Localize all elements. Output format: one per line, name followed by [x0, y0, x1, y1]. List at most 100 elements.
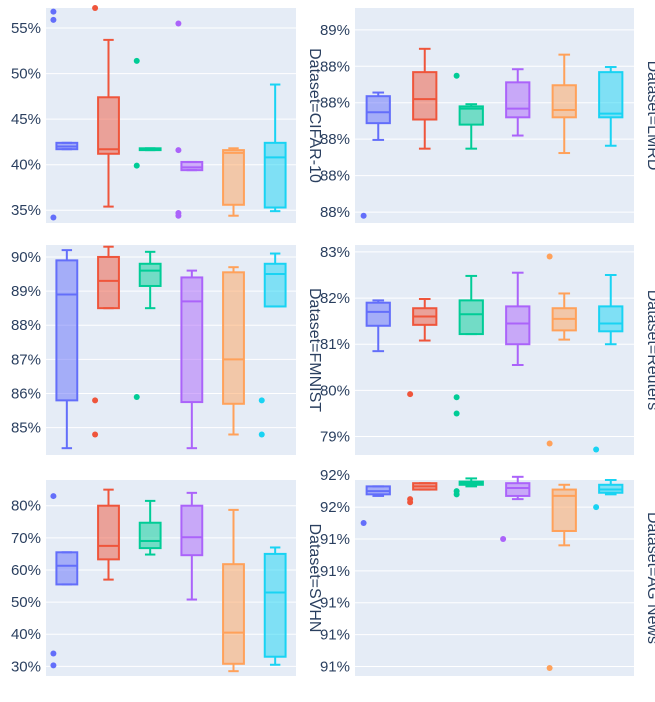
y-tick-label: 89%	[320, 22, 350, 39]
y-tick-label: 81%	[320, 336, 350, 353]
box-iqr	[505, 482, 531, 497]
plot-area	[355, 245, 634, 455]
box-plot	[50, 8, 79, 221]
outlier-point	[175, 147, 182, 154]
outlier-point	[258, 431, 265, 438]
box-plot	[97, 488, 120, 581]
facet-panel: 88% 88% 88% 88% 88% 89% Dataset=LMRD	[320, 8, 655, 223]
outlier-point	[407, 499, 414, 506]
box-plot	[365, 299, 391, 353]
facet-label: Dataset=SVHN	[306, 524, 323, 633]
outlier-point	[453, 394, 460, 401]
box-iqr	[412, 71, 438, 121]
plot-area	[46, 480, 296, 676]
outlier-point	[546, 440, 553, 447]
y-tick-label: 55%	[11, 20, 41, 37]
outlier-point	[360, 212, 367, 219]
box-plot	[505, 271, 531, 366]
box-iqr	[222, 563, 245, 665]
outlier-point	[453, 491, 460, 498]
box-iqr	[55, 259, 79, 402]
y-tick-label: 88%	[320, 58, 350, 75]
outlier-point	[50, 8, 57, 15]
outlier-point	[133, 162, 140, 169]
facet-panel: 91% 91% 91% 91% 91% 92% 92% Dataset=AG News	[320, 467, 655, 676]
facet-label: Dataset=Reuters	[644, 290, 655, 411]
outlier-point	[133, 57, 140, 64]
outlier-point	[50, 493, 57, 500]
y-tick-label: 91%	[320, 627, 350, 644]
facet-label: Dataset=LMRD	[644, 61, 655, 171]
box-plot	[50, 493, 79, 669]
box-plot	[551, 53, 577, 155]
y-tick-label: 89%	[11, 283, 41, 300]
y-tick-label: 45%	[11, 111, 41, 128]
box-iqr	[222, 271, 245, 405]
y-tick-label: 91%	[320, 531, 350, 548]
y-tick-label: 88%	[320, 95, 350, 112]
box-iqr	[180, 276, 204, 404]
box-plot	[180, 269, 204, 450]
box-plot	[360, 91, 391, 219]
outlier-point	[50, 214, 57, 221]
box-plot	[505, 68, 531, 137]
box-iqr	[458, 105, 484, 126]
box-iqr	[263, 552, 287, 658]
y-tick-label: 82%	[320, 290, 350, 307]
outlier-point	[175, 20, 182, 27]
box-plot	[453, 477, 484, 498]
box-plot	[55, 249, 79, 450]
outlier-point	[546, 253, 553, 260]
outlier-point	[407, 391, 414, 398]
box-iqr	[458, 299, 484, 336]
box-plot	[138, 499, 162, 556]
outlier-point	[500, 535, 507, 542]
facet-label: Dataset=CIFAR-10	[306, 48, 323, 183]
box-iqr	[138, 262, 162, 287]
box-iqr	[263, 141, 287, 209]
plot-area	[355, 8, 634, 223]
plot-area	[355, 480, 634, 676]
outlier-point	[360, 520, 367, 527]
y-tick-label: 50%	[11, 66, 41, 83]
y-tick-label: 87%	[11, 351, 41, 368]
y-tick-label: 88%	[320, 204, 350, 221]
y-tick-label: 86%	[11, 386, 41, 403]
facet-panel: 30% 40% 50% 60% 70% 80% Dataset=SVHN	[11, 480, 323, 676]
box-iqr	[551, 488, 577, 532]
box-plot	[453, 72, 484, 150]
y-tick-label: 80%	[320, 382, 350, 399]
box-iqr	[365, 301, 391, 327]
box-iqr	[180, 160, 204, 172]
y-tick-label: 91%	[320, 595, 350, 612]
box-iqr	[505, 305, 531, 346]
y-tick-label: 40%	[11, 626, 41, 643]
y-tick-label: 70%	[11, 530, 41, 547]
facet-panel: 35% 40% 45% 50% 55% Dataset=CIFAR-10	[11, 5, 323, 223]
box-plot	[263, 83, 287, 213]
y-tick-label: 92%	[320, 467, 350, 484]
outlier-point	[50, 650, 57, 657]
box-iqr	[55, 551, 79, 586]
facet-panel: 85% 86% 87% 88% 89% 90% Dataset=FMNIST	[11, 245, 323, 455]
box-iqr	[180, 504, 204, 557]
outlier-point	[593, 446, 600, 453]
outlier-point	[50, 662, 57, 669]
box-iqr	[598, 71, 624, 119]
box-iqr	[598, 305, 624, 333]
box-plot	[593, 274, 624, 453]
y-tick-label: 91%	[320, 563, 350, 580]
outlier-point	[50, 16, 57, 23]
box-plot	[546, 253, 577, 447]
facet-label: Dataset=AG News	[644, 512, 655, 644]
outlier-point	[593, 504, 600, 511]
box-plot	[593, 479, 624, 511]
box-iqr	[505, 81, 531, 119]
outlier-point	[546, 665, 553, 672]
outlier-point	[92, 397, 99, 404]
box-plot	[133, 250, 162, 400]
box-plot	[453, 274, 484, 417]
box-plot	[175, 20, 204, 219]
y-tick-label: 90%	[11, 249, 41, 266]
box-plot	[222, 266, 245, 436]
